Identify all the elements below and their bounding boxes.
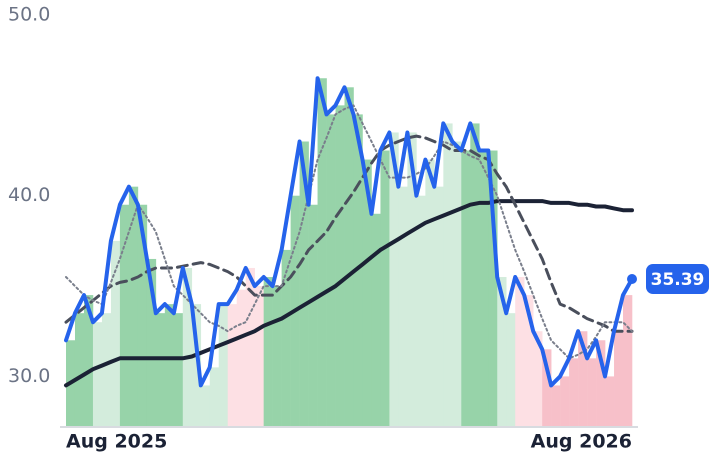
area-block [623, 295, 633, 427]
area-block [452, 141, 462, 428]
area-block [488, 150, 498, 428]
area-block [263, 277, 273, 427]
area-block [245, 267, 255, 427]
area-block [362, 159, 372, 427]
area-block [416, 195, 426, 427]
area-block [389, 132, 399, 427]
area-block [578, 331, 588, 427]
area-block [317, 78, 327, 428]
area-block [92, 322, 103, 427]
area-block [182, 267, 193, 427]
area-block [407, 132, 417, 427]
area-block [461, 150, 471, 428]
area-block [191, 304, 202, 427]
series-line [64, 76, 634, 388]
area-block [74, 313, 85, 427]
area-block [128, 186, 139, 427]
area-block [605, 376, 615, 427]
area-block [272, 286, 282, 427]
area-block [533, 331, 543, 427]
area-block [299, 141, 309, 428]
area-block [344, 87, 354, 427]
area-block [497, 277, 507, 427]
area-block [83, 295, 94, 427]
y-tick-label: 40.0 [8, 184, 50, 206]
area-block [587, 358, 597, 427]
area-block [380, 150, 390, 428]
area-block [371, 213, 381, 427]
area-block [308, 204, 318, 427]
area-block [218, 304, 229, 427]
area-block [137, 204, 148, 427]
area-block [560, 376, 570, 427]
series-line [64, 134, 634, 333]
area-block [542, 349, 552, 427]
area-block [479, 150, 489, 428]
area-block [110, 240, 121, 427]
area-block [434, 186, 444, 427]
area-block [155, 313, 166, 427]
area-block [506, 313, 516, 427]
area-block [524, 295, 534, 427]
x-tick-label: Aug 2025 [66, 431, 167, 453]
x-tick-label: Aug 2026 [531, 431, 632, 453]
area-block [164, 304, 175, 427]
last-point [627, 274, 637, 285]
y-tick-label: 30.0 [8, 365, 50, 387]
area-block [200, 385, 211, 427]
area-block [326, 114, 336, 428]
area-block [101, 313, 112, 427]
area-block [398, 186, 408, 427]
area-block [236, 289, 246, 427]
area-block [515, 277, 525, 427]
y-tick-label: 50.0 [8, 4, 50, 26]
area-block [614, 331, 624, 427]
area-block [119, 204, 130, 427]
area-block [443, 123, 453, 427]
area-block [227, 304, 237, 427]
area-block [281, 249, 291, 427]
area-block [146, 258, 157, 427]
area-block [209, 367, 220, 427]
area-block [254, 286, 264, 427]
series-line [64, 199, 634, 388]
series-line [65, 104, 633, 360]
area-block [596, 340, 606, 427]
area-block [353, 114, 363, 428]
area-block [470, 123, 480, 427]
area-block [335, 105, 345, 427]
value-label: 35.39 [651, 270, 705, 290]
area-block [551, 385, 561, 427]
area-block [425, 159, 435, 427]
value-badge [646, 264, 709, 295]
area-block [569, 358, 579, 427]
area-block [173, 313, 184, 427]
